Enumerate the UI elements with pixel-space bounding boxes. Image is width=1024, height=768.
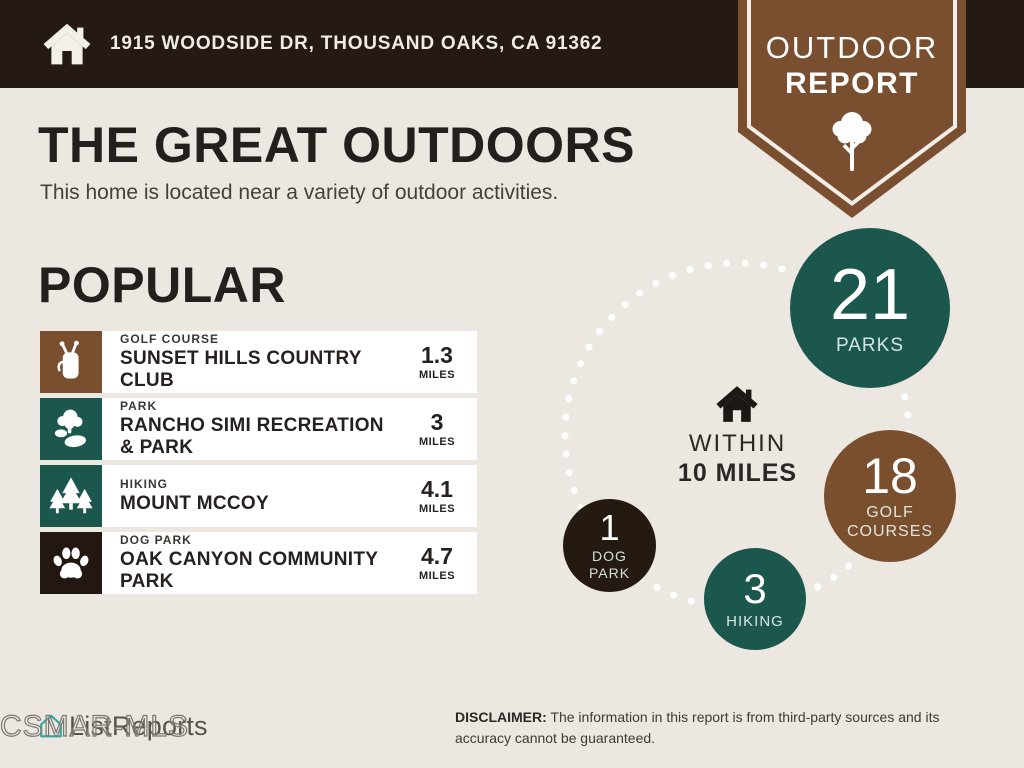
- stat-bubble-dog-park: 1 DOG PARK: [563, 499, 656, 592]
- hiking-label: HIKING: [726, 612, 784, 630]
- stat-bubble-hiking: 3 HIKING: [704, 548, 806, 650]
- poi-category: GOLF COURSE: [120, 332, 220, 346]
- poi-distance: 3: [430, 408, 444, 435]
- poi-distance-unit: MILES: [418, 368, 456, 381]
- poi-name: RANCHO SIMI RECREATION & PARK: [120, 415, 384, 458]
- home-icon: [43, 23, 91, 65]
- ribbon-title-line2: REPORT: [784, 67, 919, 100]
- parks-label: PARKS: [835, 335, 904, 357]
- tree-icon: [832, 112, 872, 171]
- miles-label: 10 MILES: [677, 459, 798, 487]
- park-icon: [40, 398, 102, 460]
- diagram-center-label: WITHIN 10 MILES: [650, 430, 825, 488]
- golf-count: 18: [862, 448, 918, 505]
- stat-bubble-parks: 21 PARKS: [790, 228, 950, 388]
- poi-distance: 4.1: [421, 475, 453, 502]
- outdoor-report-ribbon: OUTDOOR REPORT: [738, 0, 966, 218]
- paw-icon: [40, 532, 102, 594]
- poi-name: SUNSET HILLS COUNTRY CLUB: [120, 348, 362, 391]
- poi-category: HIKING: [120, 477, 168, 491]
- disclaimer-body: The information in this report is from t…: [455, 709, 940, 746]
- list-item-hiking: HIKING MOUNT MCCOY 4.1 MILES: [40, 465, 477, 527]
- home-icon: [716, 386, 758, 422]
- disclaimer-text: DISCLAIMER: The information in this repo…: [455, 707, 987, 749]
- page-title: THE GREAT OUTDOORS: [38, 117, 635, 173]
- within-label: WITHIN: [688, 430, 787, 457]
- poi-distance: 4.7: [421, 542, 453, 569]
- listreports-house-icon: [40, 714, 62, 738]
- parks-count: 21: [829, 255, 911, 336]
- poi-category: DOG PARK: [120, 533, 192, 547]
- property-address: 1915 WOODSIDE DR, THOUSAND OAKS, CA 9136…: [110, 33, 603, 54]
- dog-park-label: DOG PARK: [588, 548, 631, 581]
- ribbon-title-line1: OUTDOOR: [765, 30, 939, 65]
- mls-watermark: CSMAR-MLS: [0, 709, 190, 743]
- poi-category: PARK: [120, 399, 158, 413]
- list-item-park: PARK RANCHO SIMI RECREATION & PARK 3 MIL…: [40, 398, 477, 460]
- list-item-dog-park: DOG PARK OAK CANYON COMMUNITY PARK 4.7 M…: [40, 532, 477, 594]
- popular-section-title: POPULAR: [38, 257, 286, 313]
- listreports-logo-text: ListReports: [69, 710, 208, 741]
- dog-park-count: 1: [599, 507, 620, 549]
- pine-trees-icon: [40, 465, 102, 527]
- ribbon-banner-shape: [738, 0, 966, 218]
- golf-label: GOLF COURSES: [846, 504, 934, 540]
- poi-distance-unit: MILES: [418, 502, 456, 515]
- popular-list: GOLF COURSE SUNSET HILLS COUNTRY CLUB 1.…: [40, 331, 477, 594]
- poi-distance: 1.3: [421, 341, 453, 368]
- hiking-count: 3: [743, 564, 767, 612]
- poi-distance-unit: MILES: [418, 435, 456, 448]
- listreports-logo: ListReports: [38, 706, 208, 746]
- poi-name: OAK CANYON COMMUNITY PARK: [120, 549, 378, 592]
- poi-name: MOUNT MCCOY: [120, 493, 269, 514]
- golf-bag-icon: [40, 331, 102, 393]
- stat-bubble-golf-courses: 18 GOLF COURSES: [824, 430, 956, 562]
- list-item-golf-course: GOLF COURSE SUNSET HILLS COUNTRY CLUB 1.…: [40, 331, 477, 393]
- poi-distance-unit: MILES: [418, 569, 456, 582]
- disclaimer-label: DISCLAIMER:: [455, 709, 547, 725]
- page-subtitle: This home is located near a variety of o…: [40, 181, 559, 204]
